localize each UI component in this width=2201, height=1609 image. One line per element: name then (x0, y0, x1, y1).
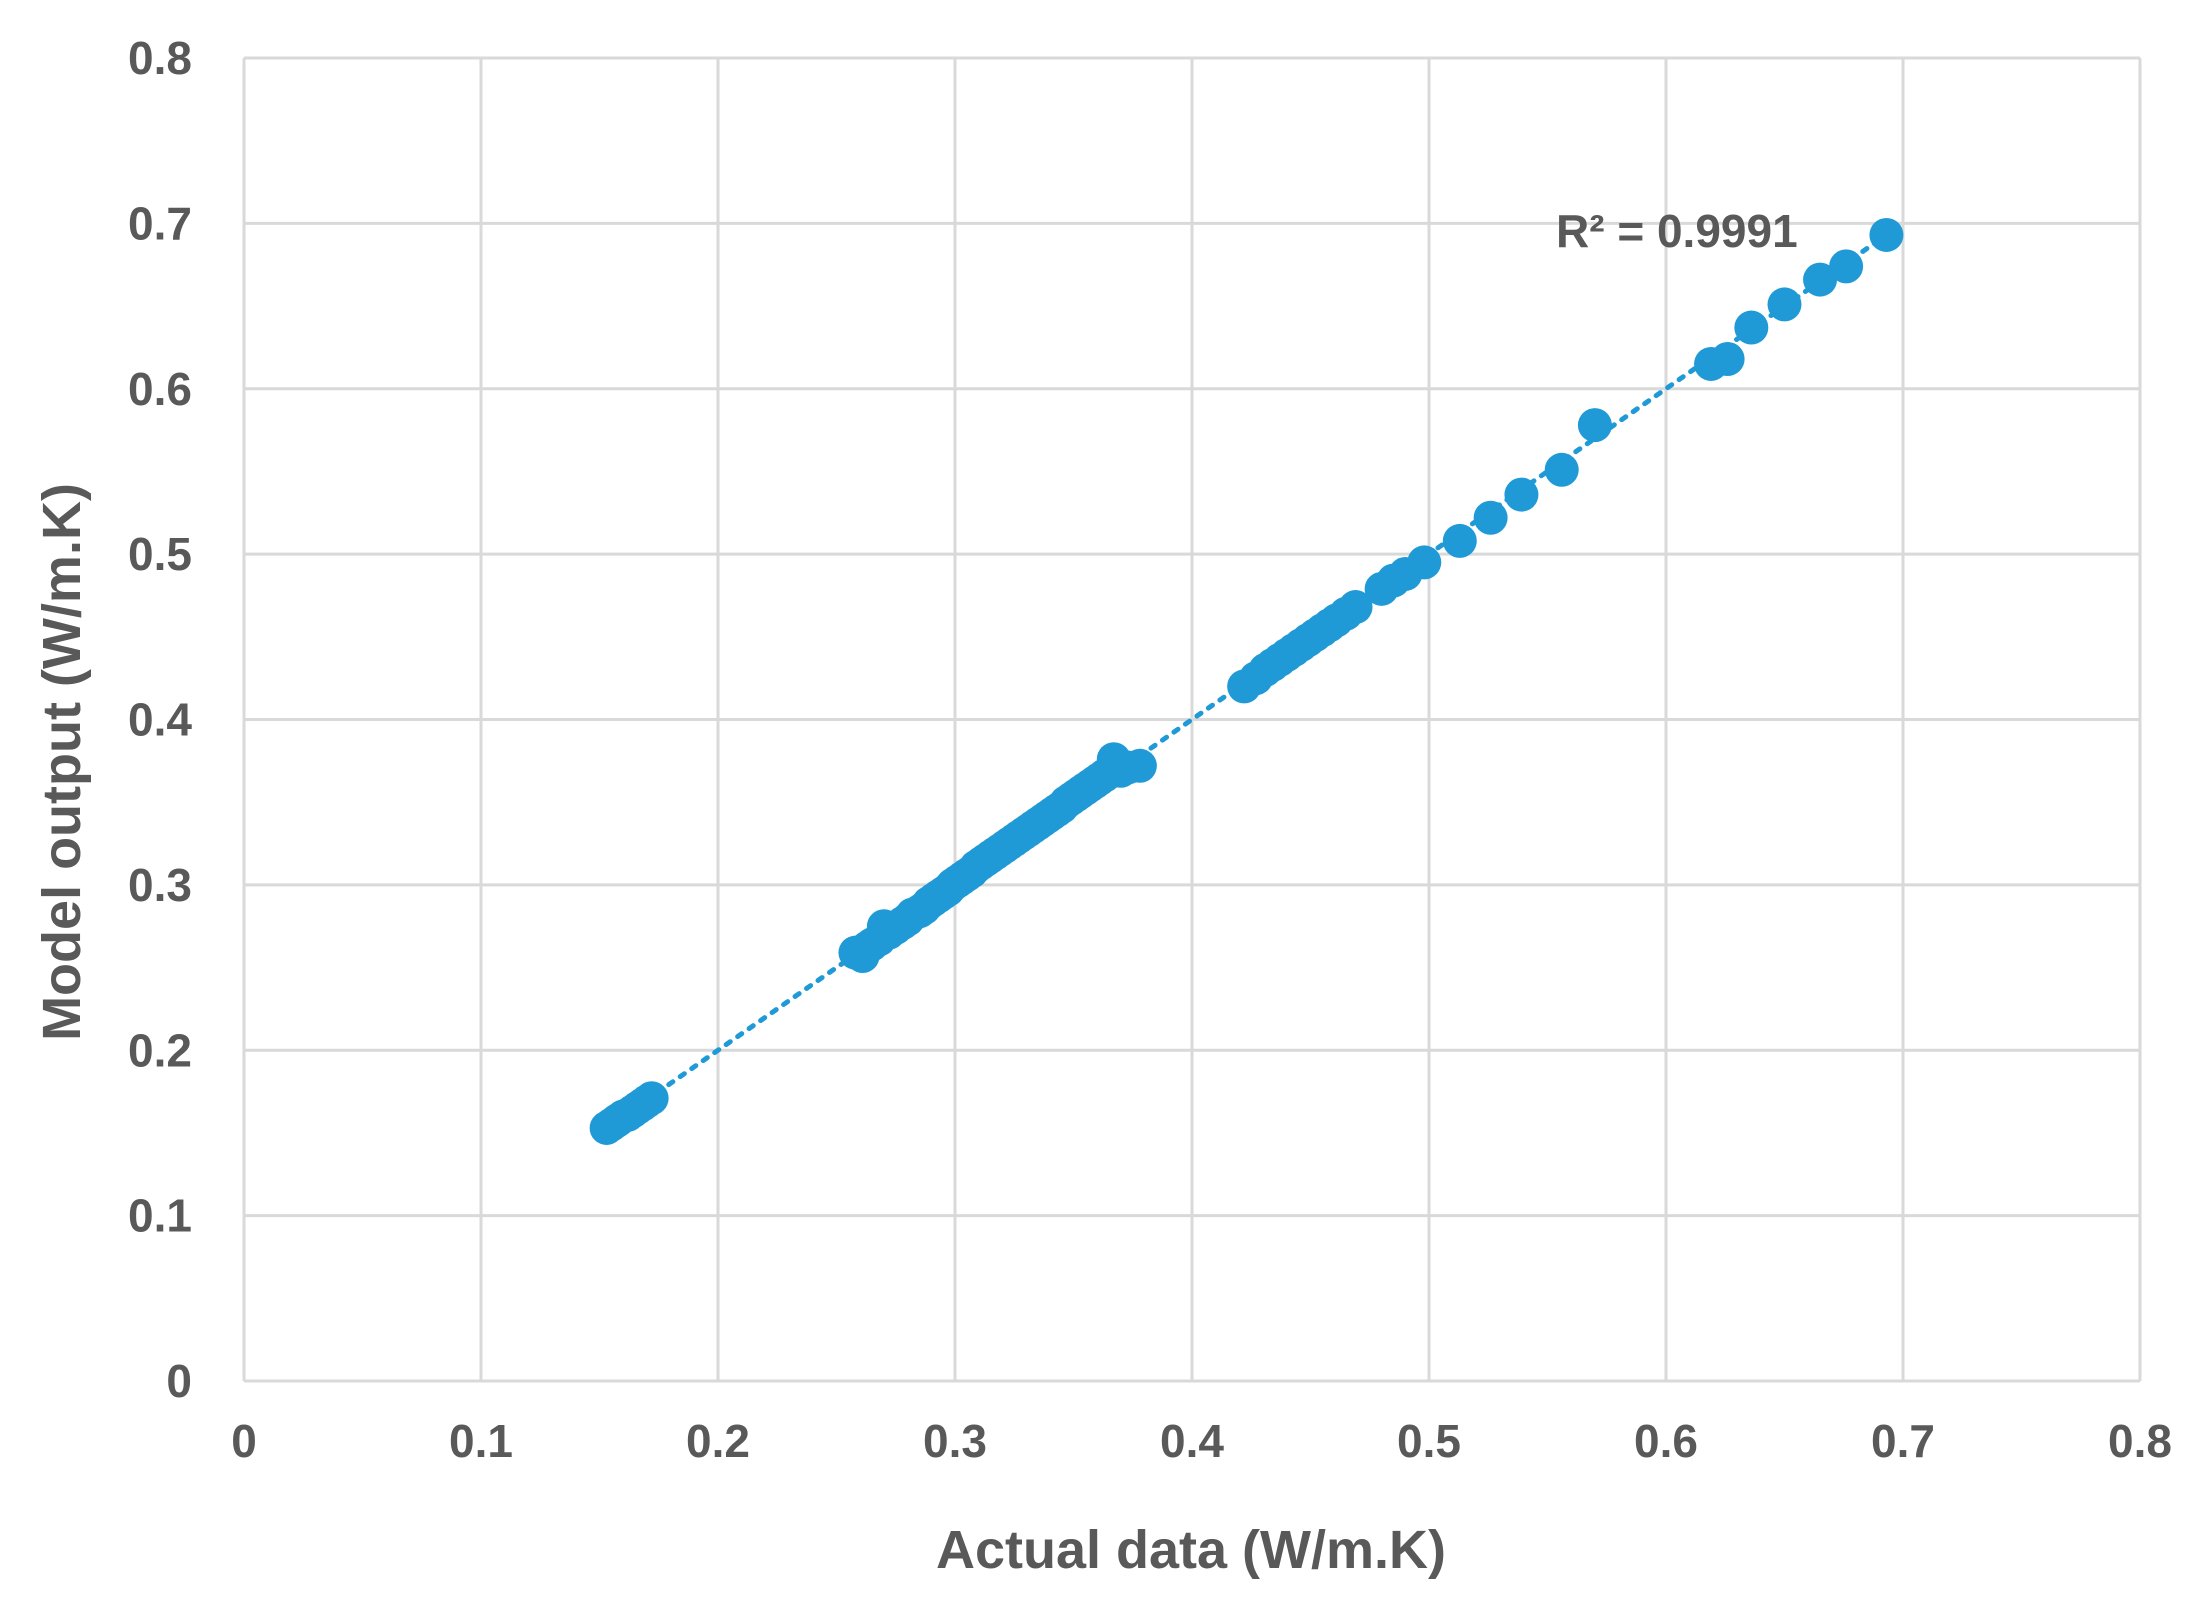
data-point (634, 1081, 669, 1116)
x-tick-label: 0 (231, 1415, 257, 1467)
x-axis-title: Actual data (W/m.K) (936, 1520, 1446, 1580)
y-tick-label: 0.8 (128, 32, 192, 84)
tick-labels: 0 0.1 0.2 0.3 0.4 0.5 0.6 0.7 0.8 0 0.1 0.2 0.3 0.4 0.… (128, 32, 2172, 1467)
y-tick-label: 0.5 (128, 528, 192, 580)
data-point (1577, 408, 1612, 443)
trendline (608, 229, 1894, 1128)
x-tick-label: 0.7 (1871, 1415, 1935, 1467)
r-squared-annotation: R² = 0.9991 (1556, 205, 1798, 257)
data-point (1544, 452, 1579, 487)
data-point (1407, 545, 1442, 580)
data-point (1803, 262, 1838, 297)
grid (242, 56, 2142, 1383)
data-point (1767, 287, 1802, 322)
data-point (1473, 500, 1508, 535)
y-tick-label: 0.6 (128, 363, 192, 415)
data-point (1442, 523, 1477, 558)
data-point (1869, 217, 1904, 252)
x-tick-label: 0.5 (1397, 1415, 1461, 1467)
data-point (1829, 249, 1864, 284)
y-tick-label: 0.3 (128, 859, 192, 911)
x-tick-label: 0.3 (923, 1415, 987, 1467)
y-tick-label: 0.4 (128, 694, 192, 746)
y-tick-label: 0.1 (128, 1190, 192, 1242)
trendline-group (608, 229, 1894, 1128)
x-tick-label: 0.4 (1160, 1415, 1224, 1467)
data-point (1338, 590, 1373, 625)
x-tick-label: 0.1 (449, 1415, 513, 1467)
x-tick-label: 0.2 (686, 1415, 750, 1467)
data-points (589, 217, 1904, 1145)
y-tick-label: 0.2 (128, 1024, 192, 1076)
x-tick-label: 0.8 (2108, 1415, 2172, 1467)
y-tick-label: 0.7 (128, 197, 192, 249)
x-tick-label: 0.6 (1634, 1415, 1698, 1467)
y-tick-label: 0 (166, 1355, 192, 1407)
data-point (1734, 310, 1769, 345)
data-point (1710, 341, 1745, 376)
data-point (1122, 748, 1157, 783)
y-axis-title: Model output (W/m.K) (32, 483, 92, 1041)
data-point (1504, 477, 1539, 512)
